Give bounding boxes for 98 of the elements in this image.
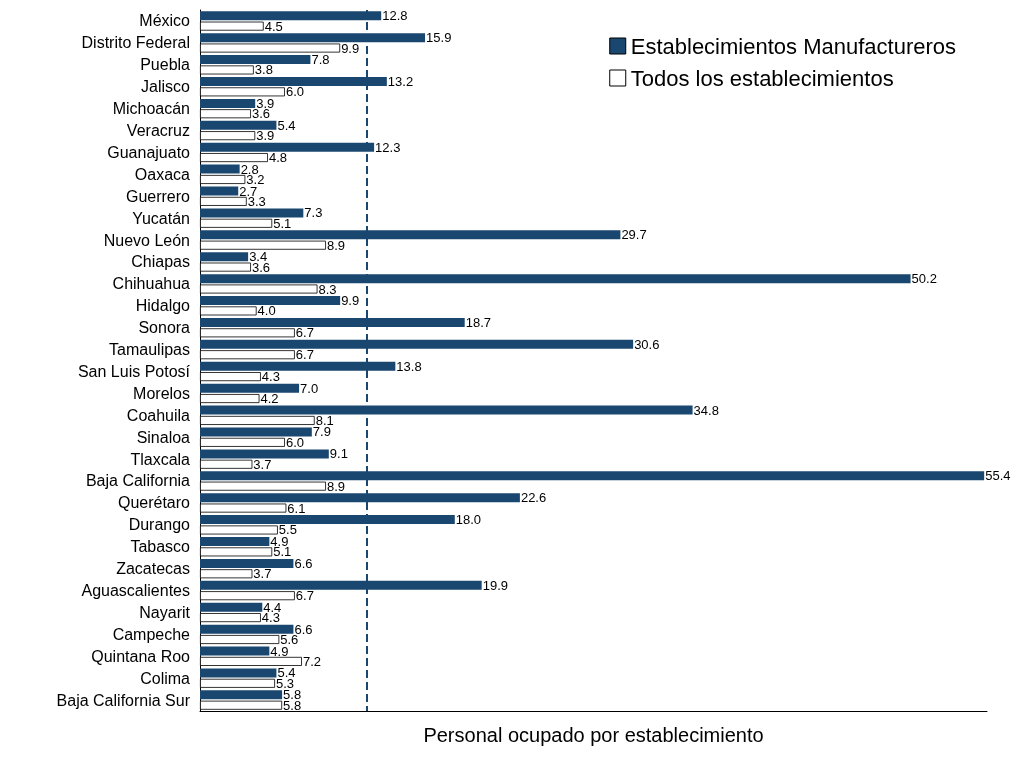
data-label: 5.5 bbox=[278, 522, 297, 538]
y-tick-label: Jalisco bbox=[141, 78, 191, 96]
y-tick-label: Tabasco bbox=[130, 538, 191, 556]
y-tick-label: Chiapas bbox=[131, 253, 190, 271]
data-label: 4.2 bbox=[260, 391, 279, 407]
y-tick-label: México bbox=[139, 12, 191, 30]
data-label: 30.6 bbox=[634, 336, 660, 352]
data-label: 7.8 bbox=[311, 52, 330, 68]
bar bbox=[200, 427, 312, 437]
data-label: 18.0 bbox=[455, 512, 482, 528]
y-tick-label: Aguascalientes bbox=[81, 582, 190, 600]
y-tick-label: Nayarit bbox=[139, 603, 191, 621]
data-label: 6.1 bbox=[287, 500, 306, 516]
y-tick-label: Tamaulipas bbox=[109, 341, 190, 359]
data-label: 4.5 bbox=[264, 18, 283, 34]
bar bbox=[200, 383, 300, 393]
data-label: 9.9 bbox=[341, 40, 360, 56]
y-tick-label: Tlaxcala bbox=[130, 450, 191, 468]
data-label: 50.2 bbox=[911, 271, 937, 287]
y-tick-label: Quintana Roo bbox=[91, 647, 191, 665]
data-label: 4.3 bbox=[261, 610, 280, 626]
bar bbox=[200, 449, 329, 459]
bar bbox=[200, 55, 311, 65]
y-tick-label: Querétaro bbox=[117, 494, 191, 512]
data-label: 7.3 bbox=[304, 205, 323, 221]
data-label: 5.4 bbox=[277, 117, 296, 133]
y-tick-label: Campeche bbox=[112, 625, 191, 643]
bar bbox=[200, 98, 256, 108]
x-axis-title: Personal ocupado por establecimiento bbox=[423, 724, 764, 746]
data-label: 3.9 bbox=[256, 95, 275, 111]
data-label: 13.2 bbox=[387, 74, 414, 89]
data-label: 6.0 bbox=[285, 84, 305, 100]
data-label: 6.7 bbox=[295, 588, 314, 604]
bar bbox=[200, 252, 249, 262]
data-label: 4.3 bbox=[261, 369, 280, 385]
legend-label: Todos los establecimientos bbox=[630, 65, 894, 91]
bar bbox=[200, 208, 304, 218]
data-label: 6.7 bbox=[295, 325, 314, 341]
bar bbox=[200, 602, 263, 612]
data-label: 6.6 bbox=[294, 555, 313, 571]
data-label: 19.9 bbox=[482, 577, 508, 593]
y-tick-label: Oaxaca bbox=[134, 165, 191, 183]
bar bbox=[200, 537, 270, 547]
y-tick-label: Guanajuato bbox=[107, 143, 191, 161]
data-label: 8.9 bbox=[326, 478, 346, 494]
y-tick-label: Zacatecas bbox=[116, 560, 190, 578]
y-tick-label: Yucatán bbox=[132, 209, 190, 227]
bar bbox=[200, 646, 270, 656]
bar bbox=[200, 690, 283, 700]
data-label: 3.7 bbox=[253, 456, 272, 472]
y-tick-label: Hidalgo bbox=[135, 297, 191, 315]
data-label: 5.1 bbox=[273, 215, 292, 231]
y-tick-label: Veracruz bbox=[126, 121, 190, 139]
data-label: 9.1 bbox=[329, 446, 348, 462]
data-label: 29.7 bbox=[621, 227, 647, 243]
bar bbox=[200, 186, 239, 196]
data-label: 13.8 bbox=[396, 358, 422, 374]
data-label: 7.0 bbox=[300, 380, 319, 396]
data-label: 8.3 bbox=[318, 281, 337, 297]
bar bbox=[200, 668, 277, 678]
data-label: 3.7 bbox=[253, 566, 272, 582]
data-label: 12.8 bbox=[382, 8, 408, 24]
bar bbox=[200, 164, 240, 174]
data-label: 6.7 bbox=[295, 347, 314, 363]
data-label: 6.0 bbox=[285, 434, 305, 450]
data-label: 7.2 bbox=[302, 653, 321, 669]
data-label: 18.7 bbox=[465, 314, 491, 330]
bar bbox=[200, 624, 294, 634]
data-label: 8.9 bbox=[326, 237, 346, 253]
y-tick-label: Durango bbox=[128, 516, 191, 534]
data-label: 4.0 bbox=[257, 303, 276, 319]
bar bbox=[200, 558, 294, 568]
y-tick-label: Sonora bbox=[138, 319, 191, 337]
y-tick-label: Distrito Federal bbox=[81, 34, 190, 52]
legend-label: Establecimientos Manufactureros bbox=[630, 33, 956, 59]
data-label: 22.6 bbox=[520, 490, 547, 506]
data-label: 55.4 bbox=[985, 468, 1011, 484]
data-label: 34.8 bbox=[693, 402, 719, 418]
y-tick-label: Puebla bbox=[140, 56, 191, 74]
y-tick-label: Michoacán bbox=[112, 100, 190, 118]
y-tick-label: Morelos bbox=[133, 384, 190, 402]
y-tick-label: Chihuahua bbox=[112, 275, 191, 293]
y-tick-label: Sinaloa bbox=[136, 428, 191, 446]
bar bbox=[200, 120, 277, 130]
y-tick-label: Coahuila bbox=[126, 406, 191, 424]
y-tick-label: Baja California bbox=[85, 472, 191, 490]
y-tick-label: Nuevo León bbox=[103, 231, 190, 249]
y-tick-label: Colima bbox=[140, 669, 191, 687]
data-label: 9.9 bbox=[341, 293, 360, 309]
data-label: 15.9 bbox=[426, 30, 452, 46]
data-label: 3.9 bbox=[256, 128, 275, 144]
data-label: 12.3 bbox=[375, 139, 401, 155]
data-label: 3.8 bbox=[254, 62, 273, 78]
data-label: 4.8 bbox=[268, 150, 288, 166]
bar bbox=[200, 296, 341, 306]
y-tick-label: San Luis Potosí bbox=[77, 362, 191, 380]
y-tick-label: Baja California Sur bbox=[56, 691, 191, 709]
y-tick-label: Guerrero bbox=[125, 187, 191, 205]
